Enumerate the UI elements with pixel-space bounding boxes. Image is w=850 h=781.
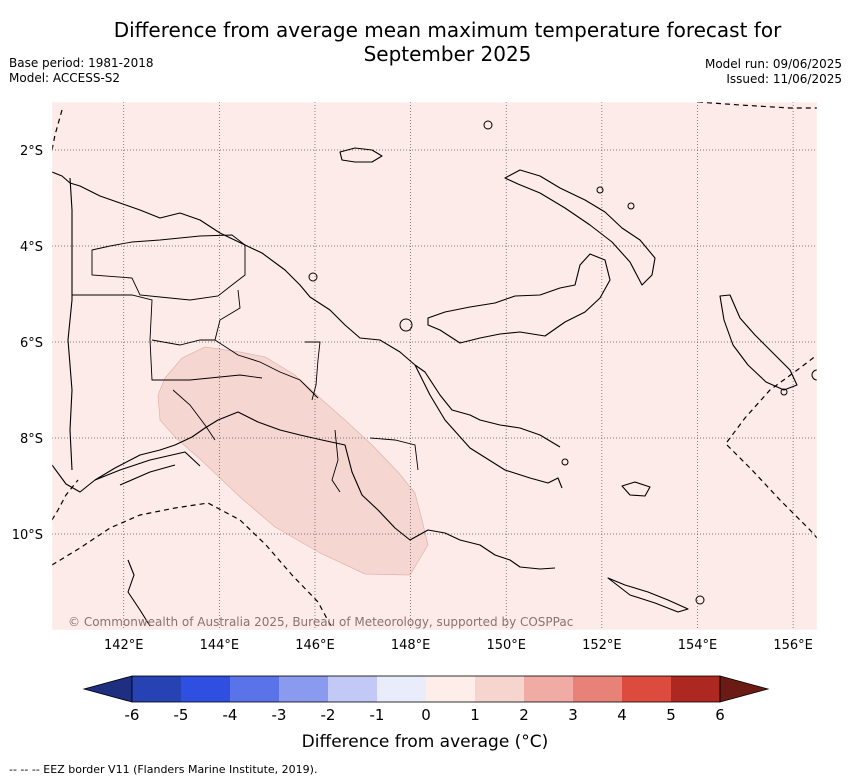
colorbar-segment bbox=[377, 676, 426, 702]
bougainville bbox=[719, 294, 798, 391]
colorbar-tick-label: -2 bbox=[321, 706, 336, 724]
colorbar-segment bbox=[622, 676, 671, 702]
colorbar-tick-label: 4 bbox=[617, 706, 627, 724]
longitude-tick-label: 152°E bbox=[582, 638, 622, 653]
base-period: Base period: 1981-2018 bbox=[9, 56, 154, 70]
colorbar-segment bbox=[230, 676, 279, 702]
fergusson-islands bbox=[621, 481, 651, 497]
colorbar-tick-label: -4 bbox=[223, 706, 238, 724]
model-name: Model: ACCESS-S2 bbox=[9, 71, 121, 85]
latitude-tick-label: 10°S bbox=[12, 528, 43, 543]
colorbar-segment bbox=[426, 676, 475, 702]
colorbar-tick-label: -3 bbox=[272, 706, 287, 724]
colorbar-segment bbox=[279, 676, 328, 702]
eez-legend: -- -- -- EEZ border V11 (Flanders Marine… bbox=[9, 763, 318, 776]
latitude-tick-label: 6°S bbox=[20, 336, 43, 351]
colorbar-segment bbox=[475, 676, 524, 702]
colorbar-segment bbox=[328, 676, 377, 702]
colorbar-tick-label: 5 bbox=[666, 706, 676, 724]
metadata-right: Model run: 09/06/2025 Issued: 11/06/2025 bbox=[705, 57, 842, 87]
warm-anomaly-zone bbox=[157, 346, 429, 576]
title-line-2: September 2025 bbox=[363, 42, 532, 66]
colorbar-tick-label: 1 bbox=[470, 706, 480, 724]
colorbar bbox=[82, 675, 770, 703]
colorbar-tick-label: -6 bbox=[125, 706, 140, 724]
colorbar-tick-label: -5 bbox=[174, 706, 189, 724]
metadata-left: Base period: 1981-2018 Model: ACCESS-S2 bbox=[9, 56, 154, 86]
colorbar-tick-label: 2 bbox=[519, 706, 529, 724]
map-title: Difference from average mean maximum tem… bbox=[60, 18, 835, 66]
longitude-tick-label: 148°E bbox=[391, 638, 431, 653]
small-islands bbox=[308, 120, 817, 605]
new-britain bbox=[427, 253, 611, 344]
issued-date: Issued: 11/06/2025 bbox=[726, 72, 842, 86]
colorbar-tick-label: -1 bbox=[370, 706, 385, 724]
colorbar-segment bbox=[671, 676, 720, 702]
colorbar-label: Difference from average (°C) bbox=[301, 732, 549, 752]
longitude-tick-label: 150°E bbox=[486, 638, 526, 653]
coastlines bbox=[52, 147, 798, 627]
longitude-tick-label: 146°E bbox=[295, 638, 335, 653]
western-province-rivers bbox=[94, 451, 201, 486]
longitude-tick-label: 154°E bbox=[678, 638, 718, 653]
longitude-tick-label: 156°E bbox=[773, 638, 813, 653]
model-run: Model run: 09/06/2025 bbox=[704, 57, 842, 71]
colorbar-segment bbox=[181, 676, 230, 702]
graticule bbox=[52, 102, 817, 630]
latitude-tick-label: 4°S bbox=[20, 240, 43, 255]
province-boundaries bbox=[72, 234, 419, 493]
manus-island bbox=[339, 147, 383, 163]
colorbar-over-arrow bbox=[719, 675, 770, 703]
eez-borders bbox=[52, 102, 817, 629]
longitude-tick-label: 144°E bbox=[200, 638, 240, 653]
cape-york-coast bbox=[127, 559, 151, 627]
papua-border bbox=[67, 177, 73, 471]
attribution-text: © Commonwealth of Australia 2025, Bureau… bbox=[68, 615, 573, 629]
latitude-tick-label: 8°S bbox=[20, 432, 43, 447]
new-guinea-south-coast bbox=[52, 411, 556, 570]
colorbar-tick-label: 0 bbox=[421, 706, 431, 724]
anomaly-background bbox=[52, 102, 817, 630]
new-ireland bbox=[504, 169, 656, 286]
longitude-labels: 142°E 144°E 146°E 148°E 150°E 152°E 154°E 156°E bbox=[104, 638, 813, 653]
latitude-tick-label: 2°S bbox=[20, 144, 43, 159]
colorbar-segment bbox=[573, 676, 622, 702]
colorbar-segment bbox=[524, 676, 573, 702]
colorbar-border bbox=[131, 675, 721, 703]
colorbar-tick-label: 6 bbox=[715, 706, 725, 724]
latitude-labels: 2°S 4°S 6°S 8°S 10°S bbox=[12, 144, 43, 543]
colorbar-segment bbox=[132, 676, 181, 702]
colorbar-tick-label: 3 bbox=[568, 706, 578, 724]
longitude-tick-label: 142°E bbox=[104, 638, 144, 653]
louisiade-islands bbox=[607, 577, 689, 613]
new-guinea-north-coast bbox=[52, 171, 561, 448]
colorbar-under-arrow bbox=[82, 675, 133, 703]
papuan-peninsula-coast bbox=[414, 364, 563, 489]
colorbar-tick-labels: -6 -5 -4 -3 -2 -1 0 1 2 3 4 5 6 bbox=[125, 706, 725, 724]
title-line-1: Difference from average mean maximum tem… bbox=[113, 18, 782, 42]
